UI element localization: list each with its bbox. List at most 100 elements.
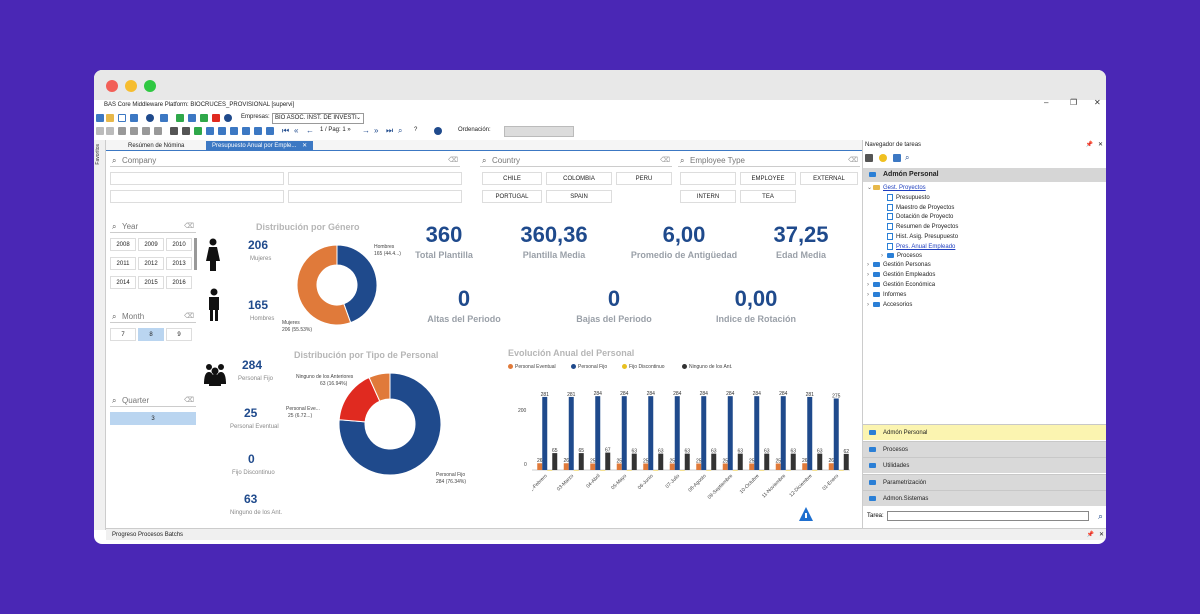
tree-item-resumen-de-proyectos[interactable]: Resumen de Proyectos <box>881 223 958 230</box>
expand-arrow-icon[interactable]: › <box>867 282 869 289</box>
tree-item-dotaci-n-de-proyecto[interactable]: Dotación de Proyecto <box>881 213 953 220</box>
country-peru[interactable]: PERU <box>616 172 672 185</box>
tree-item-presupuesto[interactable]: Presupuesto <box>881 193 930 201</box>
year-2008[interactable]: 2008 <box>110 238 136 251</box>
save-icon[interactable] <box>142 127 150 135</box>
prev-fast-icon[interactable]: « <box>294 126 299 135</box>
calendar-icon[interactable] <box>230 127 238 135</box>
employee-type-filter[interactable]: ⌕ Employee Type ⌫ <box>678 154 860 167</box>
tree-item-maestro-de-proyectos[interactable]: Maestro de Proyectos <box>881 203 954 211</box>
restore-icon[interactable]: ❐ <box>1070 98 1078 107</box>
tree-item-pres-anual-empleado[interactable]: Pres. Anual Empleado <box>881 242 955 250</box>
accordion-procesos[interactable]: Procesos <box>863 440 1106 457</box>
pin-icon[interactable]: 📌 <box>1085 142 1093 148</box>
expand-arrow-icon[interactable]: ⌄ <box>867 185 873 191</box>
year-scrollbar[interactable] <box>194 238 197 270</box>
close-icon[interactable]: ✕ <box>1097 142 1103 148</box>
minimize-traffic-light[interactable] <box>125 80 137 92</box>
window-icon[interactable] <box>118 114 126 122</box>
eraser-icon[interactable]: ⌫ <box>184 397 194 404</box>
favorites-side-tab[interactable]: Favoritos <box>94 140 106 530</box>
last-page-icon[interactable]: ⏭ <box>386 126 394 135</box>
puzzle-icon[interactable] <box>160 114 168 122</box>
expand-arrow-icon[interactable]: › <box>881 252 883 259</box>
grid-icon[interactable] <box>218 127 226 135</box>
expand-arrow-icon[interactable]: › <box>867 291 869 298</box>
tree-item-accesorios[interactable]: › Accesorios <box>867 301 912 308</box>
search-icon[interactable]: ⌕ <box>905 153 910 162</box>
year-filter[interactable]: ⌕ Year ⌫ <box>110 220 196 233</box>
search-icon[interactable]: ⌕ <box>1097 511 1103 521</box>
company-option-2[interactable] <box>288 172 462 185</box>
copy-icon[interactable] <box>96 127 104 135</box>
expand-arrow-icon[interactable]: › <box>867 301 869 308</box>
star-icon[interactable] <box>879 154 887 162</box>
eraser-icon[interactable]: ⌫ <box>184 313 194 320</box>
employee-type-blank[interactable] <box>680 172 736 185</box>
tree-item-gesti-n-empleados[interactable]: › Gestión Empleados <box>867 272 935 278</box>
edit-icon[interactable] <box>130 127 138 135</box>
first-page-icon[interactable]: ⏮ <box>282 126 290 135</box>
report-icon[interactable] <box>242 127 250 135</box>
zoom-traffic-light[interactable] <box>144 80 156 92</box>
prev-page-icon[interactable]: ← <box>306 126 314 135</box>
tab-resumen-nomina[interactable]: Resúmen de Nómina <box>128 143 185 149</box>
tree-item-gesti-n-personas[interactable]: › Gestión Personas <box>867 262 931 268</box>
tree-item-informes[interactable]: › Informes <box>867 291 906 298</box>
country-colombia[interactable]: COLOMBIA <box>546 172 612 185</box>
close-icon[interactable]: ✕ <box>1098 532 1104 538</box>
folder-open-icon[interactable] <box>106 114 114 122</box>
month-8[interactable]: 8 <box>138 328 164 341</box>
accordion-utilidades[interactable]: Utilidades <box>863 457 1106 473</box>
country-filter[interactable]: ⌕ Country ⌫ <box>480 154 672 167</box>
home-icon[interactable] <box>96 114 104 122</box>
employee-type-tea[interactable]: TEA <box>740 190 796 203</box>
tab-close-icon[interactable]: ✕ <box>302 143 308 149</box>
year-2009[interactable]: 2009 <box>138 238 164 251</box>
tree-icon[interactable] <box>865 154 873 162</box>
employee-type-external[interactable]: EXTERNAL <box>800 172 858 185</box>
paste-icon[interactable] <box>106 127 114 135</box>
tree-item-gest-proyectos[interactable]: ⌄ Gest. Proyectos <box>867 184 926 191</box>
company-option-3[interactable] <box>110 190 284 203</box>
search-icon[interactable]: ⌕ <box>398 126 403 135</box>
minimize-icon[interactable]: – <box>1044 98 1049 107</box>
tree-item-procesos[interactable]: › Procesos <box>881 252 922 259</box>
settings-icon[interactable] <box>266 127 274 135</box>
year-2012[interactable]: 2012 <box>138 257 164 270</box>
pin-icon[interactable]: 📌 <box>1086 532 1094 538</box>
refresh-icon[interactable] <box>176 114 184 122</box>
close-icon[interactable]: ✕ <box>1094 98 1101 107</box>
country-portugal[interactable]: PORTUGAL <box>482 190 542 203</box>
year-2014[interactable]: 2014 <box>110 276 136 289</box>
eraser-icon[interactable]: ⌫ <box>660 157 670 164</box>
next-page-icon[interactable]: → <box>362 126 370 135</box>
company-filter[interactable]: ⌕ Company ⌫ <box>110 154 460 167</box>
info-icon[interactable] <box>224 114 232 122</box>
company-option-1[interactable] <box>110 172 284 185</box>
tree-item-hist-asig-presupuesto[interactable]: Hist. Asig. Presupuesto <box>881 233 958 240</box>
country-chile[interactable]: CHILE <box>482 172 542 185</box>
expand-arrow-icon[interactable]: › <box>867 272 869 279</box>
employee-type-intern[interactable]: INTERN <box>680 190 736 203</box>
quarter-3[interactable]: 3 <box>110 412 196 425</box>
pin-red-icon[interactable] <box>212 114 220 122</box>
empresas-select[interactable]: BIO ASOC. INST. DE INVESTI ⌄ <box>272 113 364 124</box>
question-icon[interactable] <box>434 127 442 135</box>
accordion-adm-n-personal[interactable]: Admón Personal <box>863 424 1106 440</box>
year-2011[interactable]: 2011 <box>110 257 136 270</box>
tarea-input[interactable] <box>887 511 1089 521</box>
month-filter[interactable]: ⌕ Month ⌫ <box>110 310 196 323</box>
year-2015[interactable]: 2015 <box>138 276 164 289</box>
year-2016[interactable]: 2016 <box>166 276 192 289</box>
tab-presupuesto-anual[interactable]: Presupuesto Anual por Emple... ✕ <box>206 141 314 151</box>
tree-item-gesti-n-econ-mica[interactable]: › Gestión Económica <box>867 282 935 288</box>
user-icon[interactable] <box>146 114 154 122</box>
tool-icon[interactable] <box>130 114 138 122</box>
eraser-icon[interactable]: ⌫ <box>448 157 458 164</box>
help-icon[interactable]: ? <box>414 127 418 133</box>
close-traffic-light[interactable] <box>106 80 118 92</box>
pin-icon[interactable] <box>188 114 196 122</box>
delete-icon[interactable] <box>154 127 162 135</box>
quarter-filter[interactable]: ⌕ Quarter ⌫ <box>110 394 196 407</box>
